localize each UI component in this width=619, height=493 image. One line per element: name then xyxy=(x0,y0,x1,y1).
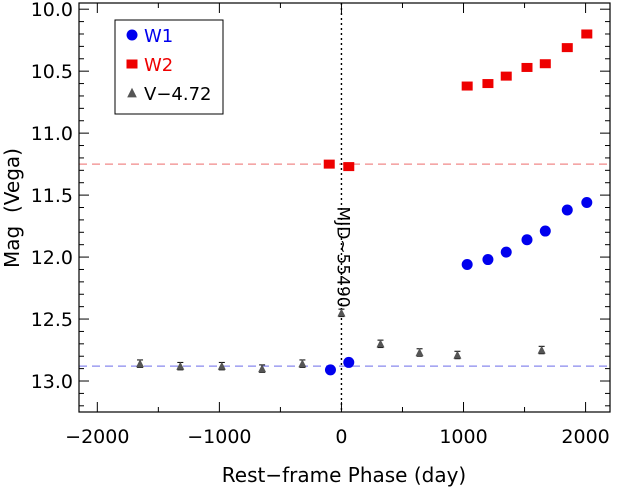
point-v xyxy=(217,361,226,370)
y-tick-label: 10.0 xyxy=(31,0,73,21)
point-w2 xyxy=(561,43,573,53)
point-v xyxy=(453,350,462,359)
point-w1 xyxy=(581,197,593,209)
y-tick-label: 11.0 xyxy=(31,123,73,145)
axis-tick-labels: −2000 −1000 0 1000 2000 10.0 10.5 11.0 11.5 12.0 1… xyxy=(31,0,610,448)
point-v xyxy=(537,345,546,354)
legend-marker-w1 xyxy=(126,29,138,41)
legend-label-v: V−4.72 xyxy=(144,84,211,105)
x-tick-label: −2000 xyxy=(65,426,129,448)
legend-label-w2: W2 xyxy=(144,55,173,76)
y-tick-label: 13.0 xyxy=(31,371,73,393)
point-v xyxy=(376,339,385,348)
x-tick-label: 1000 xyxy=(439,426,487,448)
point-v xyxy=(176,361,185,370)
point-w1 xyxy=(561,204,573,216)
x-tick-label: −1000 xyxy=(187,426,251,448)
point-w1 xyxy=(521,234,533,246)
point-w1 xyxy=(324,364,336,376)
legend-marker-v xyxy=(127,87,137,98)
point-w2 xyxy=(323,159,335,169)
y-tick-label: 11.5 xyxy=(31,185,73,207)
point-v xyxy=(258,364,267,373)
point-w1 xyxy=(539,225,551,237)
point-v xyxy=(415,348,424,357)
plot-frame xyxy=(78,2,611,413)
y-tick-label: 10.5 xyxy=(31,61,73,83)
x-axis-label: Rest−frame Phase (day) xyxy=(222,463,466,487)
point-v xyxy=(298,359,307,368)
y-axis-label: Mag (Vega) xyxy=(0,148,24,268)
point-w1 xyxy=(343,356,355,368)
y-tick-label: 12.5 xyxy=(31,309,73,331)
point-w1 xyxy=(482,254,494,266)
point-w2 xyxy=(521,62,533,72)
legend-label-w1: W1 xyxy=(144,26,173,47)
point-w1 xyxy=(461,259,473,271)
point-v xyxy=(337,308,346,317)
point-w2 xyxy=(500,71,512,81)
y-tick-label: 12.0 xyxy=(31,247,73,269)
point-w2 xyxy=(461,81,473,91)
point-w2 xyxy=(482,79,494,89)
legend: W1 W2 V−4.72 xyxy=(114,19,224,115)
annotation-mjd: MJD~55490 xyxy=(333,207,353,308)
legend-marker-w2 xyxy=(126,59,138,69)
x-tick-label: 0 xyxy=(335,426,347,448)
point-w1 xyxy=(500,246,512,258)
point-w2 xyxy=(539,59,551,69)
data-markers xyxy=(136,29,593,376)
point-w2 xyxy=(581,29,593,39)
axis-ticks xyxy=(79,3,610,412)
point-v xyxy=(136,359,145,368)
x-tick-label: 2000 xyxy=(561,426,609,448)
point-w2 xyxy=(343,162,355,172)
